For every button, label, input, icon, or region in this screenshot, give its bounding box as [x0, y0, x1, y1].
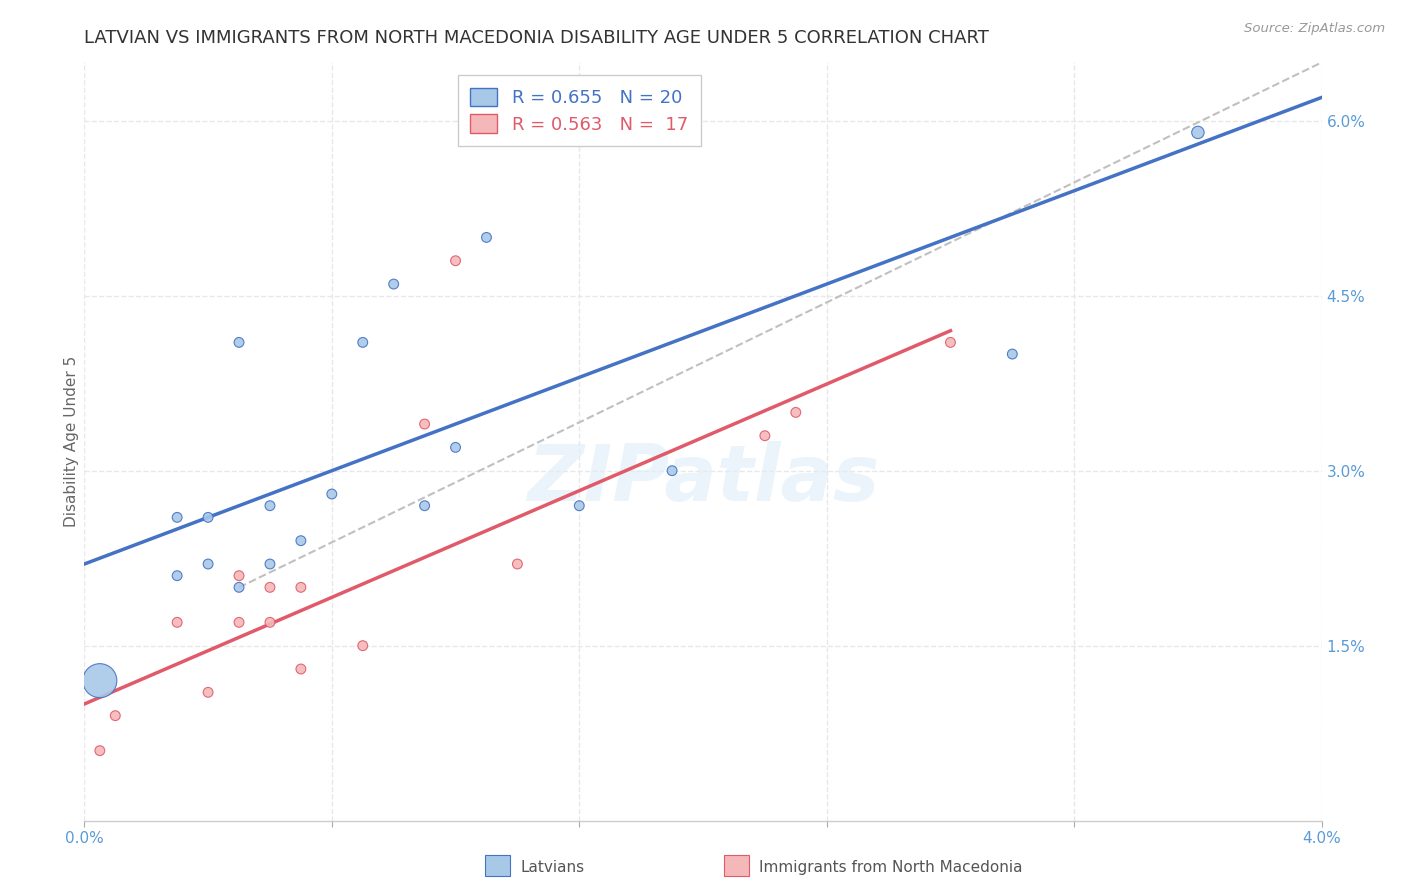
Point [568, 499, 591, 513]
Point [475, 230, 498, 244]
Point [104, 708, 127, 723]
Point [259, 615, 281, 630]
Point [352, 335, 374, 350]
Point [89, 673, 111, 688]
Point [228, 615, 250, 630]
Point [661, 464, 683, 478]
Text: ZIPatlas: ZIPatlas [527, 442, 879, 517]
Point [444, 253, 467, 268]
Point [197, 685, 219, 699]
Point [228, 568, 250, 582]
Point [352, 639, 374, 653]
Point [413, 417, 436, 431]
Point [754, 428, 776, 442]
Point [290, 662, 312, 676]
Point [166, 568, 188, 582]
Point [259, 580, 281, 594]
Point [166, 510, 188, 524]
Point [1001, 347, 1024, 361]
Point [290, 533, 312, 548]
Point [228, 335, 250, 350]
Point [506, 557, 529, 571]
Point [382, 277, 405, 291]
Point [259, 557, 281, 571]
Point [166, 615, 188, 630]
Point [1187, 125, 1209, 139]
Point [228, 580, 250, 594]
Point [444, 441, 467, 455]
Point [197, 510, 219, 524]
Point [290, 580, 312, 594]
Text: Latvians: Latvians [520, 860, 585, 874]
Text: Immigrants from North Macedonia: Immigrants from North Macedonia [759, 860, 1022, 874]
Point [89, 744, 111, 758]
Point [259, 499, 281, 513]
Point [413, 499, 436, 513]
Point [939, 335, 962, 350]
Point [321, 487, 343, 501]
Text: LATVIAN VS IMMIGRANTS FROM NORTH MACEDONIA DISABILITY AGE UNDER 5 CORRELATION CH: LATVIAN VS IMMIGRANTS FROM NORTH MACEDON… [84, 29, 990, 47]
Legend: R = 0.655   N = 20, R = 0.563   N =  17: R = 0.655 N = 20, R = 0.563 N = 17 [458, 75, 700, 146]
Point [197, 557, 219, 571]
Y-axis label: Disability Age Under 5: Disability Age Under 5 [63, 356, 79, 527]
Point [785, 405, 807, 419]
Text: Source: ZipAtlas.com: Source: ZipAtlas.com [1244, 22, 1385, 36]
